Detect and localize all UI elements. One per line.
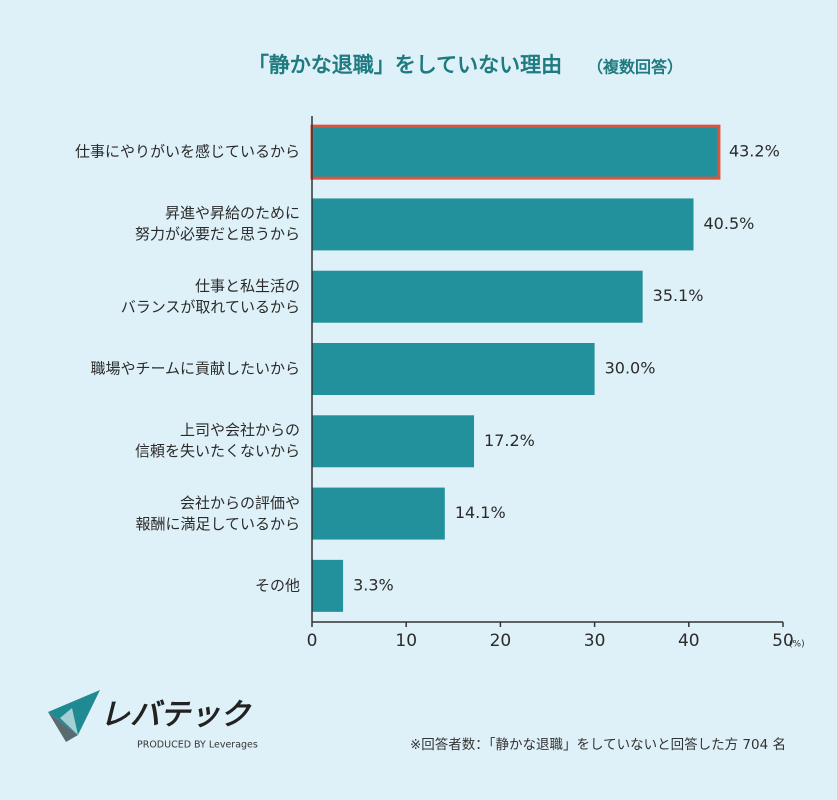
value-label: 30.0% [605, 359, 656, 378]
category-label: 会社からの評価や 報酬に満足しているから [135, 493, 300, 533]
x-tick-label: 50 [772, 631, 794, 651]
bar [312, 559, 344, 612]
bar [312, 270, 643, 323]
bar [312, 343, 595, 395]
value-label: 40.5% [704, 214, 755, 233]
chart-subtitle: （複数回答） [587, 58, 683, 77]
x-tick-label: 40 [678, 631, 700, 651]
bar [310, 124, 721, 180]
x-tick-label: 30 [584, 631, 606, 651]
category-label: 上司や会社からの 信頼を失いたくないから [134, 421, 300, 461]
logo-icon [48, 690, 100, 742]
x-tick-label: 10 [395, 631, 417, 651]
category-label: 仕事と私生活の バランスが取れているから [120, 276, 300, 316]
value-label: 35.1% [653, 286, 704, 305]
x-tick-label: 0 [307, 631, 318, 651]
category-label: 仕事にやりがいを感じているから [74, 142, 300, 161]
x-tick-label: 20 [490, 631, 512, 651]
footnote: ※回答者数：「静かな退職」をしていないと回答した方 704 名 [410, 736, 786, 753]
category-label: その他 [254, 576, 300, 595]
logo-sub: PRODUCED BY Leverages [137, 740, 258, 751]
logo-text: レバテック [100, 698, 252, 733]
category-label: 職場やチームに貢献したいから [90, 359, 300, 378]
bar [312, 487, 445, 540]
bar [312, 198, 694, 251]
value-label: 17.2% [484, 431, 535, 450]
value-label: 43.2% [729, 142, 780, 161]
chart-title: 「静かな退職」をしていない理由 [248, 53, 562, 77]
x-unit: (%) [789, 640, 805, 650]
category-label: 昇進や昇給のために 努力が必要だと思うから [134, 204, 300, 244]
bar [312, 415, 475, 468]
value-label: 14.1% [455, 503, 506, 522]
value-label: 3.3% [353, 575, 394, 594]
